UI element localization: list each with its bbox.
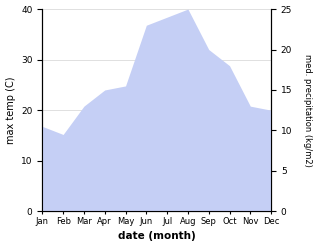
Y-axis label: med. precipitation (kg/m2): med. precipitation (kg/m2) (303, 54, 313, 167)
Y-axis label: max temp (C): max temp (C) (5, 76, 16, 144)
X-axis label: date (month): date (month) (118, 231, 196, 242)
